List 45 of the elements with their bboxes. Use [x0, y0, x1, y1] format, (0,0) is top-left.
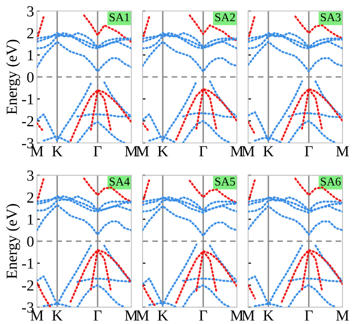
- annotation: SA2: [215, 13, 235, 22]
- y-tick-label: -1: [22, 94, 34, 104]
- y-tick-label: 0: [27, 236, 34, 247]
- x-tick-label: Γ: [304, 146, 313, 156]
- y-tick-label: 0: [27, 72, 34, 82]
- x-tick-label: M: [30, 146, 44, 156]
- y-tick-label: -3: [22, 138, 34, 148]
- x-tick-label: M: [30, 310, 44, 321]
- annotation: SA3: [320, 13, 341, 22]
- y-axis-title: Energy (eV): [6, 40, 20, 114]
- y-tick-label: 2: [27, 192, 34, 203]
- x-tick-label: M: [242, 310, 255, 321]
- y-tick-label: 1: [28, 50, 34, 60]
- x-tick-label: K: [158, 146, 168, 156]
- y-tick-label: 3: [27, 6, 34, 16]
- x-tick-label: M: [336, 310, 349, 321]
- x-tick-label: M: [136, 146, 149, 156]
- y-tick-label: 1: [28, 214, 34, 225]
- annotation: SA5: [215, 178, 236, 186]
- y-tick-label: 3: [27, 170, 34, 181]
- x-tick-label: M: [124, 310, 138, 321]
- x-tick-label: Γ: [94, 146, 102, 156]
- y-tick-label: -2: [22, 116, 34, 126]
- x-tick-label: K: [52, 146, 63, 156]
- y-tick-label: -2: [22, 280, 34, 290]
- x-tick-label: M: [124, 146, 138, 156]
- x-tick-label: Γ: [304, 310, 313, 321]
- annotation: SA4: [110, 178, 130, 186]
- annotation: SA1: [110, 13, 130, 22]
- x-tick-label: Γ: [199, 310, 208, 321]
- x-tick-label: M: [136, 310, 149, 321]
- x-tick-label: M: [230, 310, 244, 321]
- y-tick-label: 2: [27, 28, 34, 38]
- x-tick-label: K: [263, 310, 274, 321]
- x-tick-label: Γ: [94, 310, 102, 321]
- x-tick-label: M: [336, 146, 349, 156]
- annotation: SA6: [320, 178, 341, 186]
- y-tick-label: -1: [22, 258, 34, 268]
- x-tick-label: M: [230, 146, 244, 156]
- x-tick-label: K: [263, 146, 274, 156]
- y-axis-title: Energy (eV): [6, 204, 20, 279]
- x-tick-label: K: [158, 310, 168, 321]
- x-tick-label: K: [52, 310, 63, 321]
- x-tick-label: M: [242, 146, 255, 156]
- x-tick-label: Γ: [199, 146, 208, 156]
